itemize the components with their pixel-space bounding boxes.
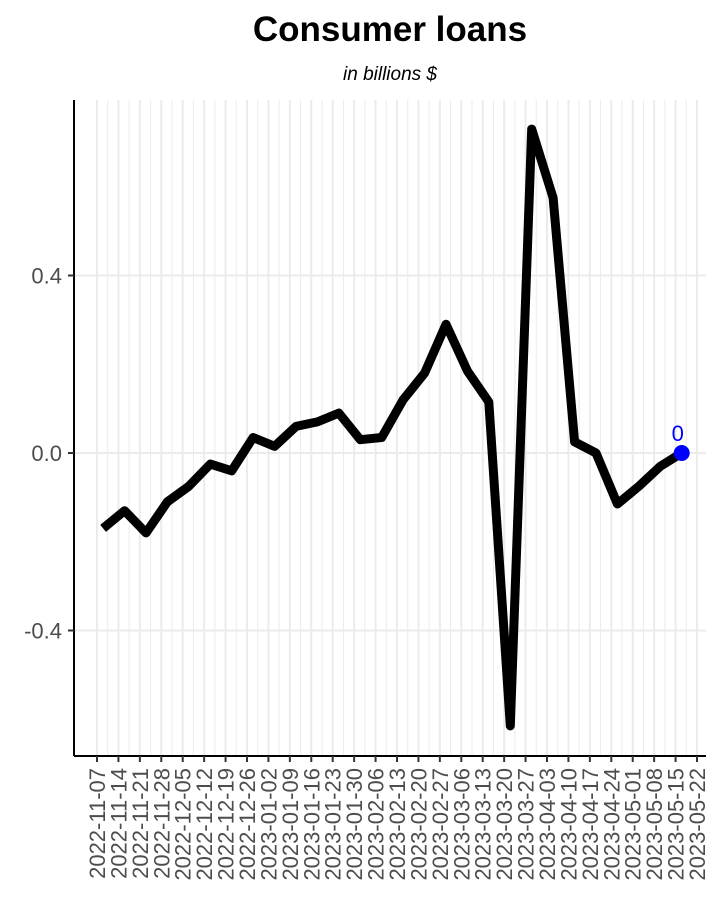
x-tick-label: 2022-12-12 (192, 768, 217, 881)
x-tick-label: 2023-01-16 (299, 768, 324, 881)
series-line (100, 124, 685, 731)
x-tick-label: 2023-01-23 (321, 768, 346, 881)
x-tick-label: 2023-03-27 (514, 768, 539, 881)
last-point-label: 0 (672, 421, 684, 446)
x-tick-label: 2023-02-27 (428, 768, 453, 881)
x-tick-label: 2022-12-05 (171, 768, 196, 881)
x-tick-label: 2022-12-26 (235, 768, 260, 881)
x-tick-label: 2023-05-01 (621, 768, 646, 881)
x-tick-label: 2022-12-19 (214, 768, 239, 881)
x-tick-label: 2023-02-20 (406, 768, 431, 881)
x-tick-label: 2022-11-28 (149, 768, 174, 879)
y-tick-label: -0.4 (24, 619, 62, 644)
last-point-marker (673, 445, 690, 461)
x-tick-label: 2023-05-15 (664, 768, 689, 881)
x-tick-label: 2022-11-21 (128, 768, 153, 879)
x-tick-label: 2023-04-24 (599, 768, 624, 881)
x-tick-label: 2023-01-30 (342, 768, 367, 881)
x-tick-label: 2023-01-09 (278, 768, 303, 881)
chart-title: Consumer loans (252, 10, 528, 49)
x-tick-label: 2022-11-14 (106, 768, 131, 879)
x-tick-label: 2023-02-13 (385, 768, 410, 881)
x-tick-label: 2023-04-03 (535, 768, 560, 881)
y-tick-label: 0.0 (31, 441, 62, 466)
x-tick-label: 2023-03-20 (492, 768, 517, 881)
x-tick-label: 2023-04-10 (556, 768, 581, 881)
chart-subtitle: in billions $ (343, 64, 437, 85)
x-tick-label: 2022-11-07 (85, 768, 110, 879)
x-tick-label: 2023-01-02 (256, 768, 281, 881)
x-tick-label: 2023-03-06 (449, 768, 474, 881)
x-tick-label: 2023-02-06 (364, 768, 389, 881)
x-tick-label: 2023-03-13 (471, 768, 496, 881)
x-tick-label: 2023-04-17 (578, 768, 603, 881)
x-tick-label: 2023-05-08 (642, 768, 667, 881)
y-tick-label: 0.4 (31, 264, 62, 289)
x-tick-label: 2023-05-22 (685, 768, 710, 881)
